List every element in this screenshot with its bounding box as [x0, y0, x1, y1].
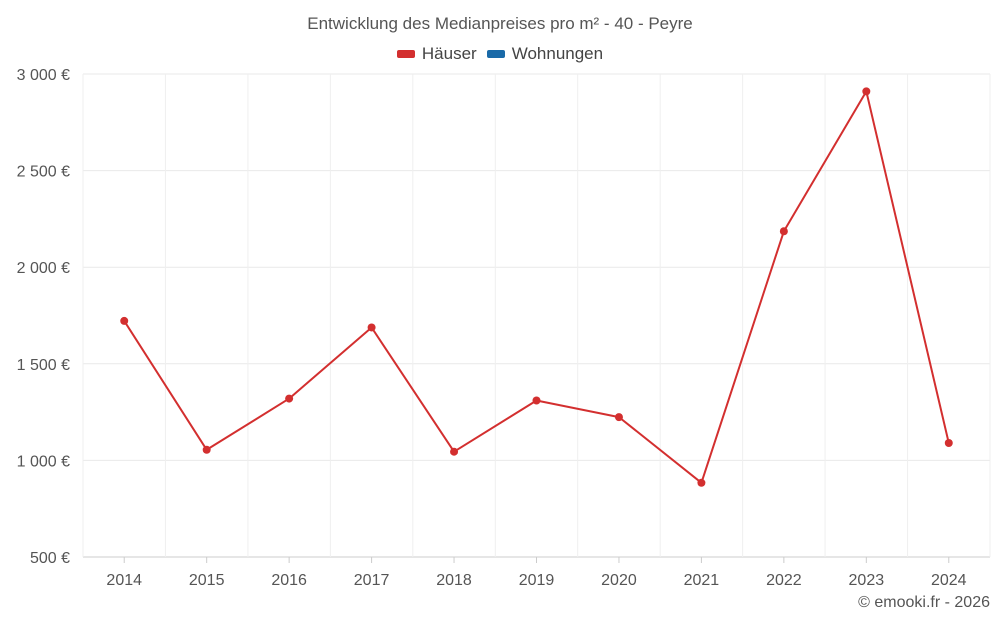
data-point[interactable] — [779, 227, 788, 236]
x-tick-label: 2024 — [931, 572, 967, 589]
data-point[interactable] — [285, 394, 294, 403]
legend-swatch-wohnungen — [486, 50, 505, 58]
x-tick-label: 2017 — [354, 572, 390, 589]
data-point[interactable] — [944, 439, 953, 448]
data-point[interactable] — [120, 316, 129, 325]
x-tick-label: 2018 — [436, 572, 472, 589]
data-point[interactable] — [532, 396, 541, 405]
data-point[interactable] — [202, 445, 211, 454]
legend-label-haeuser: Häuser — [421, 44, 477, 63]
chart-legend: Häuser Wohnungen — [0, 44, 1000, 64]
x-tick-label: 2021 — [684, 572, 720, 589]
credit-text: © emooki.fr - 2026 — [858, 594, 990, 611]
y-tick-label: 1 000 € — [17, 453, 70, 470]
data-point[interactable] — [697, 478, 706, 487]
x-tick-label: 2023 — [849, 572, 885, 589]
y-tick-label: 3 000 € — [17, 67, 70, 84]
chart-title: Entwicklung des Medianpreises pro m² - 4… — [307, 14, 693, 33]
y-tick-label: 500 € — [30, 550, 70, 567]
data-point[interactable] — [614, 413, 623, 422]
x-tick-label: 2022 — [766, 572, 802, 589]
legend-item-haeuser[interactable]: Häuser — [396, 44, 477, 64]
data-point[interactable] — [367, 323, 376, 332]
y-tick-label: 2 000 € — [17, 260, 70, 277]
x-tick-label: 2019 — [519, 572, 555, 589]
y-tick-label: 2 500 € — [17, 164, 70, 181]
legend-swatch-haeuser — [396, 50, 415, 58]
x-tick-label: 2014 — [106, 572, 142, 589]
legend-item-wohnungen[interactable]: Wohnungen — [486, 44, 604, 64]
data-point[interactable] — [450, 447, 459, 456]
x-tick-label: 2015 — [189, 572, 225, 589]
data-point[interactable] — [862, 87, 871, 96]
x-tick-label: 2020 — [601, 572, 637, 589]
legend-label-wohnungen: Wohnungen — [511, 44, 604, 63]
x-tick-label: 2016 — [271, 572, 307, 589]
y-tick-label: 1 500 € — [17, 357, 70, 374]
